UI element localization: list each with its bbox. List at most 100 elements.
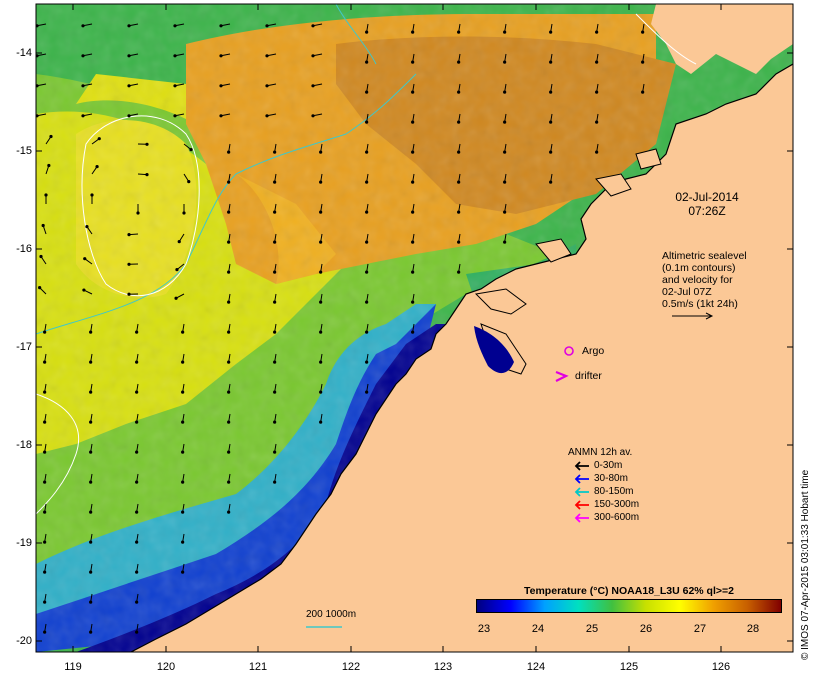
velocity-arrow-head <box>457 90 461 94</box>
velocity-arrow-head <box>181 540 185 544</box>
velocity-arrow-head <box>457 210 461 214</box>
velocity-arrow-head <box>145 142 149 146</box>
velocity-arrow-head <box>127 114 131 118</box>
bathymetry-200m <box>36 393 80 515</box>
velocity-arrow-head <box>227 270 231 274</box>
velocity-arrow-head <box>365 60 369 64</box>
altimetry-line: 02-Jul 07Z <box>662 286 712 298</box>
credit-text: © IMOS 07-Apr-2015 03:01:33 Hobart time <box>800 469 811 660</box>
bathymetry-1000m <box>36 73 417 335</box>
velocity-arrow-head <box>503 150 507 154</box>
velocity-arrow-head <box>127 54 131 58</box>
velocity-arrow-head <box>219 54 223 58</box>
velocity-arrow-head <box>181 480 185 484</box>
velocity-arrow-head <box>135 570 139 574</box>
time-text: 07:26Z <box>688 204 726 218</box>
colorbar-tick: 23 <box>477 623 491 635</box>
sst-map <box>36 4 793 652</box>
velocity-arrow-head <box>457 30 461 34</box>
velocity-arrow-head <box>503 90 507 94</box>
land-mass <box>131 4 793 652</box>
velocity-arrow-head <box>181 570 185 574</box>
x-tick-label: 125 <box>619 661 639 673</box>
velocity-arrow-head <box>273 180 277 184</box>
velocity-arrow-head <box>273 270 277 274</box>
velocity-arrow-head <box>89 630 93 634</box>
velocity-arrow-head <box>81 114 85 118</box>
date-text: 02-Jul-2014 <box>675 190 739 204</box>
velocity-arrow-head <box>503 180 507 184</box>
velocity-arrow-head <box>595 90 599 94</box>
inlet-blue <box>474 326 514 374</box>
velocity-arrow-head <box>311 54 315 58</box>
velocity-arrow-head <box>95 164 99 169</box>
velocity-arrow-head <box>319 210 323 214</box>
velocity-arrow-head <box>265 114 269 118</box>
velocity-arrow-head <box>135 450 139 454</box>
velocity-arrow-head <box>174 296 178 300</box>
velocity-arrow-head <box>549 90 553 94</box>
colorbar-tick: 26 <box>639 623 653 635</box>
velocity-arrow-head <box>135 420 139 424</box>
velocity-arrow-head <box>187 180 191 184</box>
velocity-arrow-head <box>503 240 507 244</box>
velocity-arrow-head <box>173 114 177 118</box>
velocity-arrow-head <box>503 120 507 124</box>
velocity-arrow-head <box>181 330 185 334</box>
velocity-arrow-head <box>89 510 93 514</box>
velocity-arrow-head <box>89 450 93 454</box>
velocity-arrow-head <box>227 210 231 214</box>
velocity-arrow-head <box>43 480 47 484</box>
x-tick-label: 123 <box>433 661 453 673</box>
velocity-arrow-head <box>43 450 47 454</box>
x-tick-label: 122 <box>341 661 361 673</box>
velocity-arrow-head <box>83 257 87 261</box>
velocity-arrow-head <box>135 390 139 394</box>
velocity-arrow-head <box>135 510 139 514</box>
velocity-arrow-head <box>81 24 85 28</box>
velocity-arrows <box>36 23 645 634</box>
bathymetry-1000m-b <box>335 4 377 65</box>
altimetry-scale-arrow <box>672 312 714 320</box>
velocity-arrow-head <box>81 54 85 58</box>
velocity-arrow-head <box>273 210 277 214</box>
colorbar-tick: 24 <box>531 623 545 635</box>
velocity-arrow-head <box>173 24 177 28</box>
velocity-arrow-head <box>227 360 231 364</box>
velocity-arrow-head <box>549 60 553 64</box>
argo-label: Argo <box>582 345 605 357</box>
velocity-arrow-head <box>457 240 461 244</box>
x-tick-label: 124 <box>526 661 546 673</box>
velocity-arrow-head <box>319 420 323 424</box>
velocity-arrow-head <box>43 570 47 574</box>
velocity-arrow-head <box>595 30 599 34</box>
velocity-arrow-head <box>43 600 47 604</box>
velocity-arrow-head <box>457 150 461 154</box>
altimetry-annotation: Altimetric sealevel (0.1m contours) and … <box>662 250 747 310</box>
velocity-arrow-head <box>135 330 139 334</box>
velocity-arrow-head <box>411 180 415 184</box>
velocity-arrow-head <box>319 270 323 274</box>
velocity-arrow-head <box>135 480 139 484</box>
velocity-arrow-head <box>265 84 269 88</box>
legend-arrow-icon <box>574 500 589 510</box>
colorbar <box>476 599 782 613</box>
velocity-arrow-head <box>365 330 369 334</box>
velocity-arrow-head <box>457 120 461 124</box>
velocity-arrow-head <box>181 360 185 364</box>
velocity-arrow-head <box>365 90 369 94</box>
velocity-arrow-head <box>127 24 131 28</box>
velocity-arrow-head <box>319 300 323 304</box>
colorbar-tick: 25 <box>585 623 599 635</box>
velocity-arrow-head <box>227 420 231 424</box>
velocity-arrow-head <box>173 54 177 58</box>
velocity-arrow-head <box>182 211 186 215</box>
velocity-arrow-head <box>411 210 415 214</box>
velocity-arrow-head <box>365 30 369 34</box>
velocity-arrow-head <box>411 60 415 64</box>
velocity-arrow-head <box>457 270 461 274</box>
velocity-arrow-head <box>219 84 223 88</box>
velocity-arrow-head <box>43 360 47 364</box>
velocity-arrow-head <box>47 163 51 168</box>
velocity-arrow-head <box>273 240 277 244</box>
